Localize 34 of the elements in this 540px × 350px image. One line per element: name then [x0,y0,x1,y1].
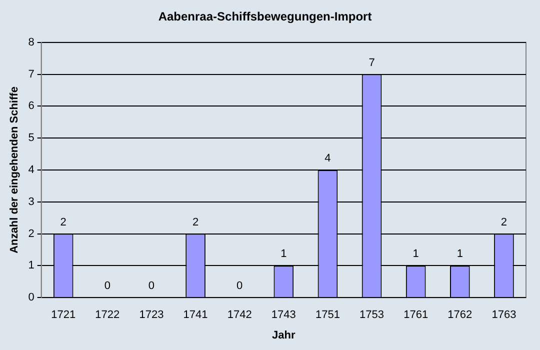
data-label: 0 [104,280,110,292]
y-tick-label: 0 [28,292,34,304]
x-tick-label: 1751 [315,309,340,322]
data-label: 1 [456,248,463,260]
chart-title: Aabenraa-Schiffsbewegungen-Import [158,10,372,24]
y-tick-label: 7 [28,68,34,80]
data-label: 2 [500,216,508,228]
y-tick-label: 4 [28,164,34,176]
y-tick-label: 2 [28,228,34,240]
x-tick-label: 1723 [139,309,164,322]
x-tick-label: 1762 [448,309,472,322]
y-tick-label: 6 [28,100,34,112]
y-tick-label: 5 [28,132,34,144]
y-tick-label: 1 [28,260,34,272]
x-tick-label: 1763 [492,309,516,322]
x-tick-label: 1753 [360,309,384,322]
data-label: 4 [324,152,331,165]
data-label: 1 [280,248,287,260]
x-tick-label: 1761 [404,309,428,322]
y-tick-label: 8 [28,36,34,48]
data-label: 7 [368,56,375,69]
x-tick-label: 1722 [95,309,120,322]
data-label: 0 [148,280,155,292]
x-tick-label: 1741 [183,309,208,322]
x-tick-label: 1721 [51,309,76,322]
x-axis-title: Jahr [272,329,296,342]
y-axis-title: Anzahl der eingehenden Schiffe [8,86,21,254]
data-label: 1 [412,248,419,260]
data-label: 2 [192,216,199,228]
x-tick-label: 1743 [271,309,296,322]
data-label: 2 [60,216,66,228]
x-tick-label: 1742 [227,309,252,322]
y-tick-label: 3 [28,196,34,208]
data-label: 0 [236,280,243,292]
